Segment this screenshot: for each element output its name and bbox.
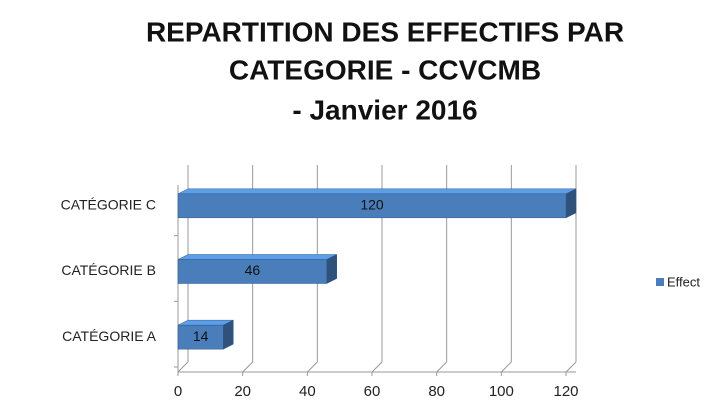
bar-side <box>326 254 337 284</box>
legend-swatch <box>656 278 664 286</box>
bar-side <box>565 188 577 219</box>
bar <box>177 324 224 350</box>
chart-title: CATEGORIE - CCVCMB <box>229 54 541 85</box>
x-tick-label: 20 <box>234 383 251 400</box>
x-tick-label: 60 <box>364 383 381 400</box>
bar <box>177 193 567 219</box>
x-tick-label: 100 <box>489 383 514 400</box>
data-label: 14 <box>193 328 209 344</box>
grid-line <box>306 361 318 373</box>
grid-line <box>242 361 254 373</box>
x-tick-label: 40 <box>299 383 316 400</box>
bar-top <box>177 254 337 260</box>
x-tick-label: 120 <box>553 383 578 400</box>
bar <box>177 259 327 284</box>
y-tick-label: CATÉGORIE A <box>62 328 157 344</box>
grid-line <box>436 361 448 373</box>
grid-line <box>565 361 577 373</box>
chart-title: REPARTITION DES EFFECTIFS PAR <box>146 16 624 47</box>
x-tick-label: 0 <box>174 383 182 400</box>
x-tick-label: 80 <box>428 383 445 400</box>
chart-title: - Janvier 2016 <box>292 94 477 125</box>
data-label: 120 <box>360 197 384 213</box>
legend-label: Effect <box>667 274 700 289</box>
grid-line <box>371 361 383 373</box>
grid-line <box>177 361 189 373</box>
y-tick-label: CATÉGORIE C <box>61 197 156 213</box>
bar-side <box>223 319 234 350</box>
grid-line <box>500 361 512 373</box>
data-label: 46 <box>245 262 261 278</box>
y-tick-label: CATÉGORIE B <box>61 262 156 278</box>
bar-top <box>177 188 577 195</box>
